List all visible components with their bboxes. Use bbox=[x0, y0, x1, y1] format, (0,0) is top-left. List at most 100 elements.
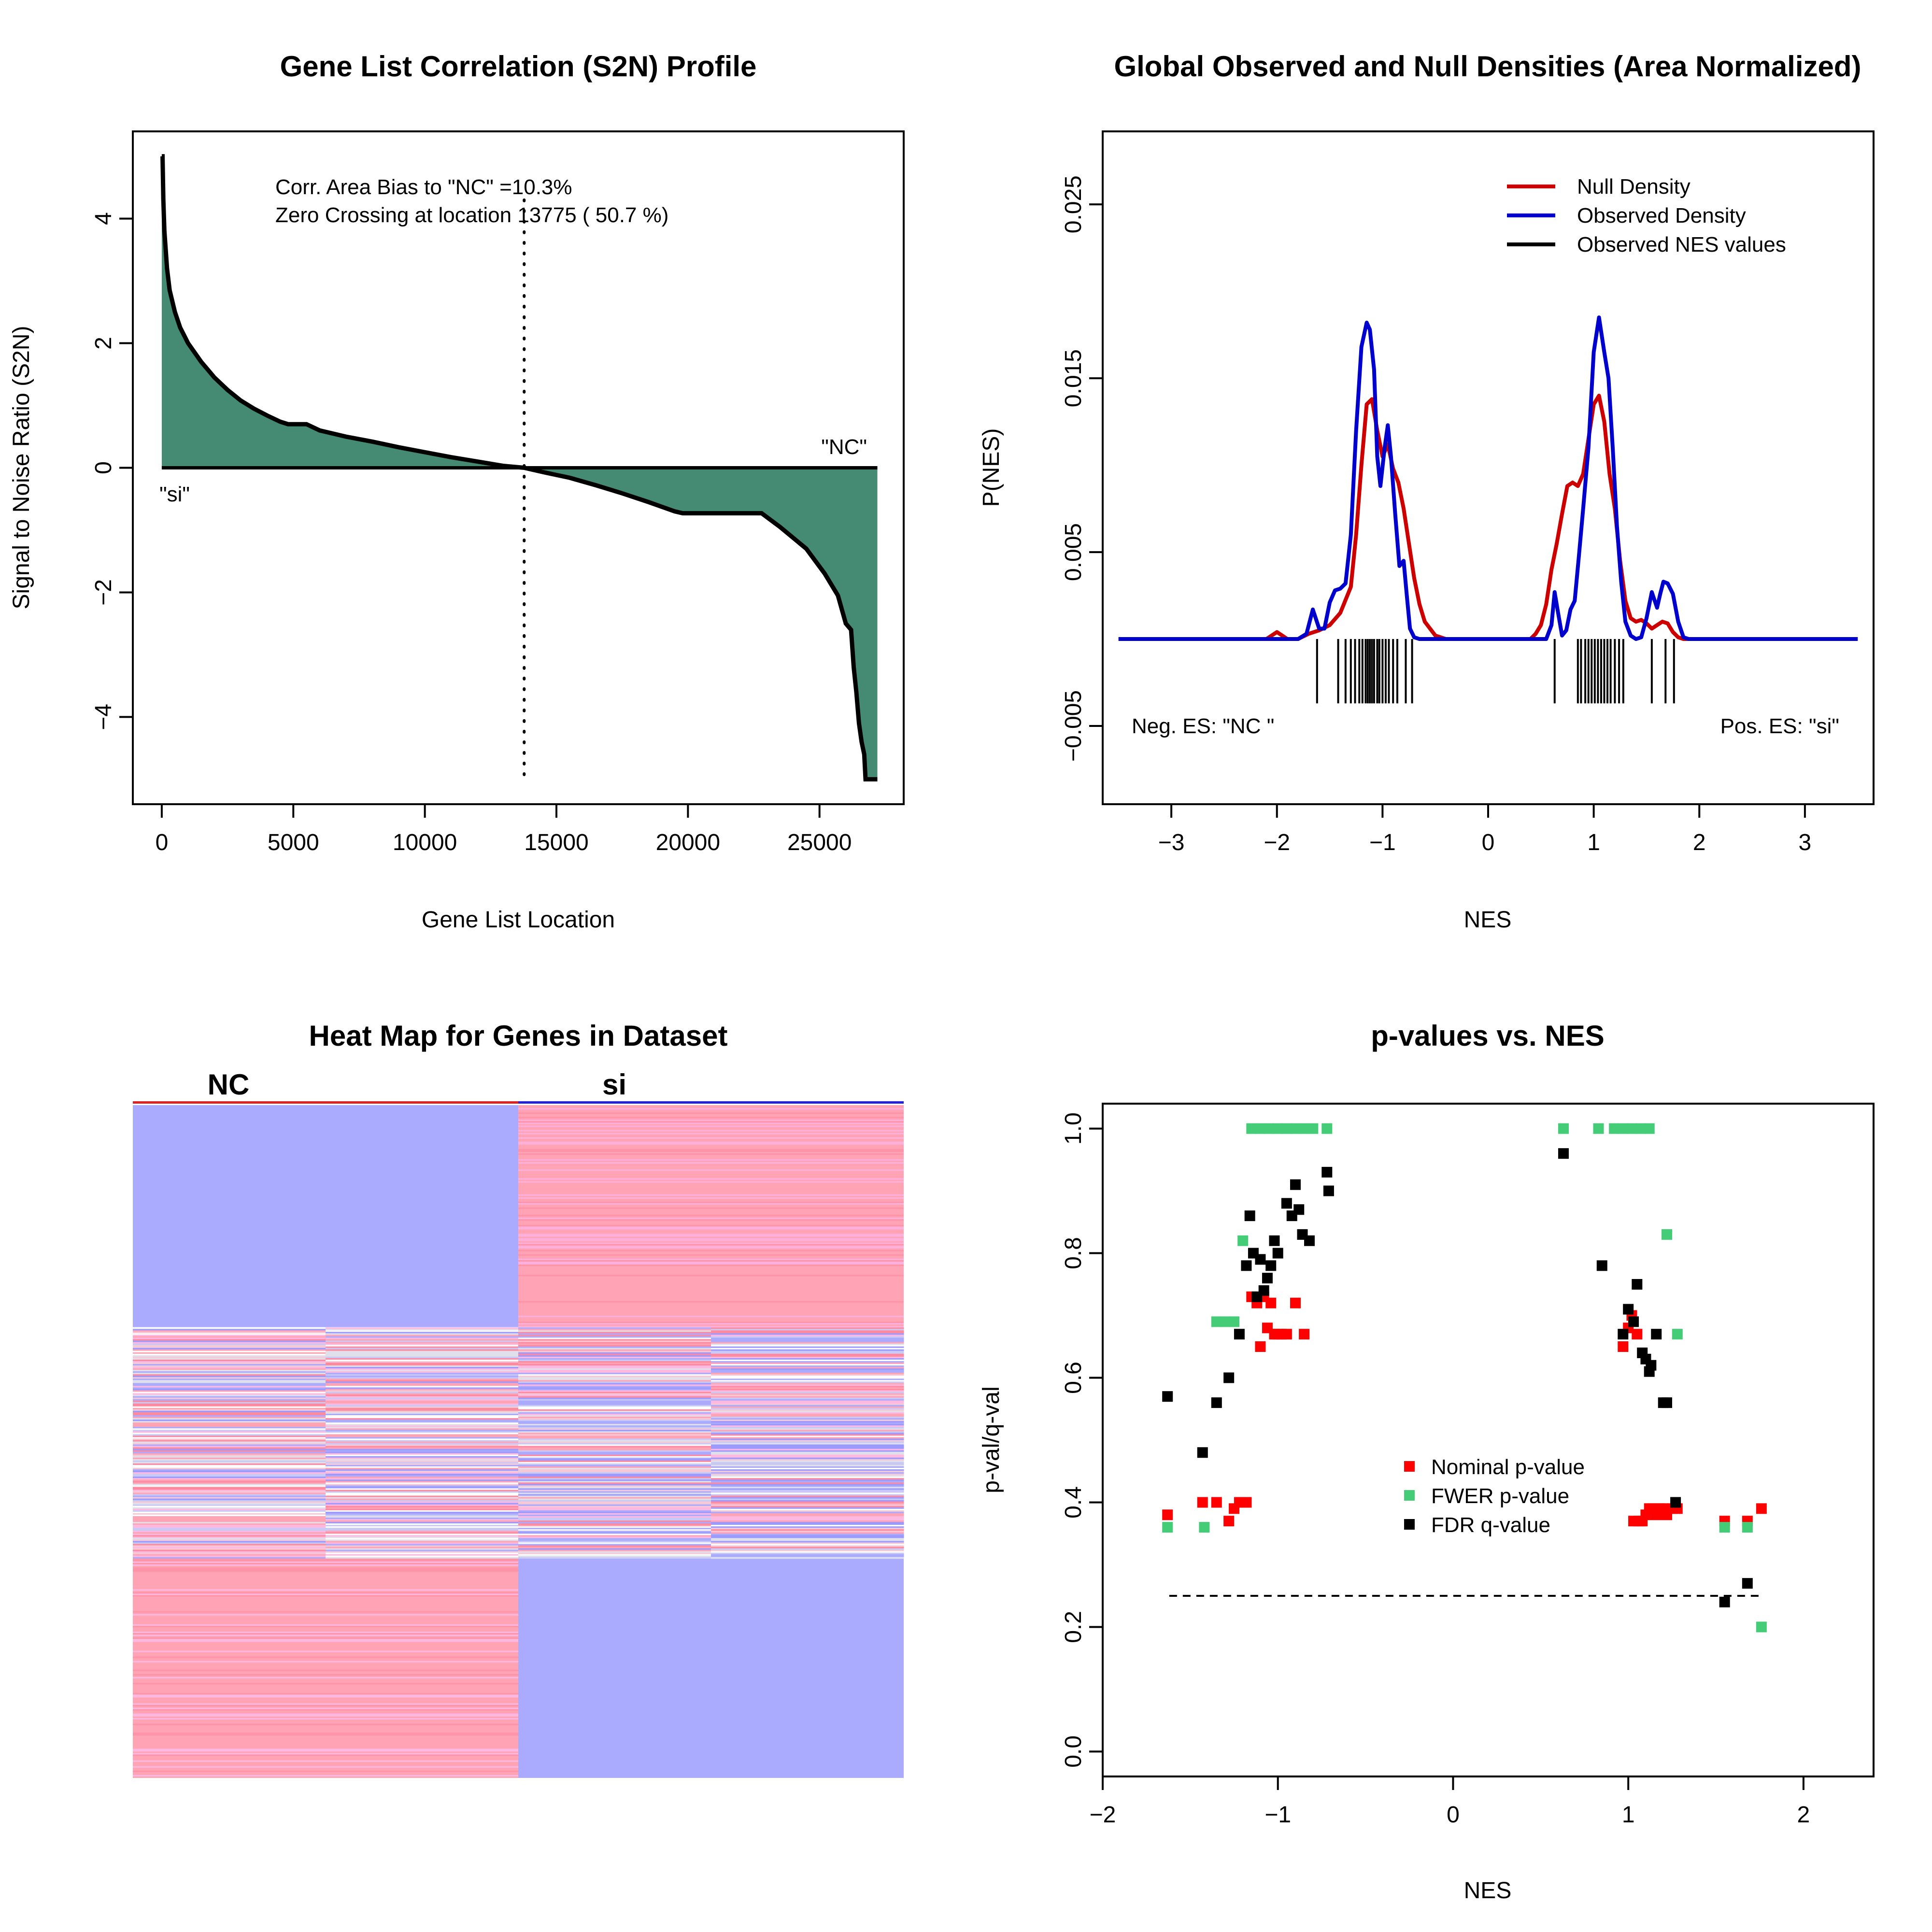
heatmap-cell bbox=[518, 1342, 711, 1344]
heatmap-cell bbox=[326, 1520, 519, 1522]
heatmap-cell bbox=[326, 1441, 519, 1444]
heatmap-cell bbox=[326, 1459, 519, 1461]
fdr-qvalue-point bbox=[1234, 1329, 1245, 1340]
heatmap-cell bbox=[133, 1557, 326, 1559]
heatmap-cell bbox=[326, 1433, 519, 1435]
left-phenotype-label: "si" bbox=[159, 483, 190, 506]
heatmap-cell bbox=[133, 1492, 326, 1495]
heatmap-cell bbox=[518, 1394, 711, 1397]
nominal-pvalue-point bbox=[1756, 1503, 1767, 1514]
fwer-pvalue-point bbox=[1162, 1522, 1173, 1533]
heatmap-cell bbox=[518, 1399, 711, 1401]
nominal-pvalue-point bbox=[1211, 1497, 1222, 1508]
fwer-pvalue-point bbox=[1756, 1621, 1767, 1633]
heatmap-row-stripe bbox=[518, 1125, 904, 1127]
pvalues-ytick-label: 0.6 bbox=[1061, 1362, 1086, 1394]
heatmap-cell bbox=[133, 1361, 326, 1363]
heatmap-cell bbox=[133, 1342, 326, 1344]
fdr-qvalue-point bbox=[1211, 1397, 1222, 1408]
heatmap-cell bbox=[326, 1343, 519, 1346]
heatmap-row-stripe bbox=[518, 1117, 904, 1119]
fdr-qvalue-point bbox=[1265, 1260, 1277, 1271]
heatmap-cell bbox=[133, 1400, 326, 1403]
heatmap-panel: Heat Map for Genes in Dataset NC si bbox=[133, 1020, 904, 1778]
heatmap-cell bbox=[133, 1495, 326, 1498]
heatmap-cell bbox=[326, 1373, 519, 1375]
heatmap-cell bbox=[711, 1422, 904, 1424]
heatmap-cell bbox=[711, 1507, 904, 1509]
heatmap-row-stripe bbox=[518, 1258, 904, 1260]
heatmap-cell bbox=[711, 1340, 904, 1343]
heatmap-cell bbox=[518, 1384, 711, 1386]
density-xtick-label: 1 bbox=[1587, 830, 1600, 855]
heatmap-row-stripe bbox=[518, 1225, 904, 1227]
heatmap-cell bbox=[711, 1549, 904, 1552]
heatmap-cell bbox=[711, 1441, 904, 1444]
nes-density-ylabel: P(NES) bbox=[979, 428, 1004, 507]
heatmap-cell bbox=[326, 1536, 519, 1538]
heatmap-cell bbox=[326, 1370, 519, 1372]
heatmap-cell bbox=[326, 1463, 519, 1465]
heatmap-cell bbox=[133, 1378, 326, 1380]
heatmap-cell bbox=[326, 1409, 519, 1411]
s2n-ytick-label: 0 bbox=[91, 461, 116, 474]
heatmap-row-stripe bbox=[133, 1707, 518, 1709]
fwer-pvalue-point bbox=[1644, 1123, 1655, 1134]
pvalues-xtick-label: 1 bbox=[1622, 1802, 1635, 1828]
heatmap-cell bbox=[518, 1444, 711, 1447]
heatmap-row-stripe bbox=[133, 1624, 518, 1626]
heatmap-cell bbox=[518, 1513, 711, 1515]
heatmap-cell bbox=[711, 1516, 904, 1518]
heatmap-cell bbox=[711, 1407, 904, 1410]
heatmap-cell bbox=[133, 1535, 326, 1537]
heatmap-cell bbox=[326, 1389, 519, 1391]
legend-nominal-swatch bbox=[1404, 1461, 1415, 1472]
heatmap-cell bbox=[711, 1415, 904, 1417]
fdr-qvalue-point bbox=[1244, 1210, 1255, 1222]
heatmap-cell bbox=[133, 1427, 326, 1429]
heatmap-cell bbox=[711, 1484, 904, 1486]
heatmap-cell bbox=[518, 1329, 711, 1331]
heatmap-cell bbox=[711, 1434, 904, 1436]
heatmap-cell bbox=[711, 1503, 904, 1505]
heatmap-cell bbox=[711, 1447, 904, 1449]
fwer-pvalue-point bbox=[1272, 1123, 1283, 1134]
heatmap-cell bbox=[133, 1443, 326, 1445]
heatmap-cell bbox=[711, 1420, 904, 1421]
heatmap-cell bbox=[133, 1330, 326, 1332]
fwer-pvalue-point bbox=[1211, 1316, 1222, 1327]
heatmap-cell bbox=[518, 1538, 711, 1540]
heatmap-cell bbox=[133, 1355, 326, 1357]
heatmap-cell bbox=[326, 1482, 519, 1484]
heatmap-cell bbox=[711, 1454, 904, 1457]
heatmap-cell bbox=[711, 1356, 904, 1359]
heatmap-cell bbox=[518, 1446, 711, 1448]
heatmap-cell bbox=[518, 1463, 711, 1465]
heatmap-cell bbox=[711, 1497, 904, 1499]
heatmap-cell bbox=[518, 1349, 711, 1351]
heatmap-row-stripe bbox=[133, 1718, 518, 1719]
heatmap-cell bbox=[518, 1504, 711, 1506]
heatmap-cell bbox=[711, 1535, 904, 1537]
heatmap-cell bbox=[133, 1552, 326, 1555]
heatmap-cell bbox=[518, 1555, 711, 1558]
heatmap-cell bbox=[711, 1536, 904, 1538]
heatmap-cell bbox=[133, 1459, 326, 1461]
heatmap-cell bbox=[518, 1413, 711, 1416]
heatmap-cell bbox=[711, 1525, 904, 1527]
density-xtick-label: −3 bbox=[1158, 830, 1185, 855]
heatmap-row-stripe bbox=[518, 1215, 904, 1217]
heatmap-cell bbox=[711, 1488, 904, 1490]
density-ytick-label: 0.005 bbox=[1061, 523, 1086, 581]
fwer-pvalue-point bbox=[1281, 1123, 1292, 1134]
heatmap-cell bbox=[326, 1456, 519, 1458]
fwer-pvalue-point bbox=[1229, 1316, 1240, 1327]
heatmap-cell bbox=[133, 1405, 326, 1407]
heatmap-cell bbox=[133, 1447, 326, 1449]
heatmap-cell bbox=[518, 1471, 711, 1473]
heatmap-cell bbox=[133, 1460, 326, 1463]
heatmap-cell bbox=[518, 1418, 711, 1420]
heatmap-cell bbox=[711, 1466, 904, 1468]
heatmap-cell bbox=[133, 1449, 326, 1451]
heatmap-cell bbox=[518, 1511, 711, 1514]
